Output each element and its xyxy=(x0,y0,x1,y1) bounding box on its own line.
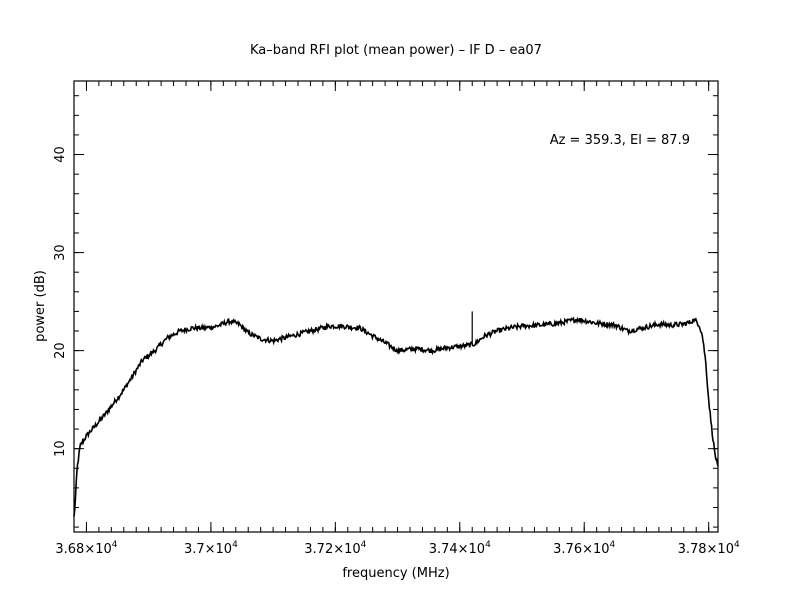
x-tick-label: 3.7×104 xyxy=(184,540,238,557)
x-axis-label: frequency (MHz) xyxy=(342,566,449,581)
x-tick-mantissa: 3.68×10 xyxy=(55,542,111,557)
x-tick-exponent: 4 xyxy=(610,540,616,550)
x-tick-mantissa: 3.78×10 xyxy=(678,542,734,557)
y-tick-label: 40 xyxy=(53,146,68,163)
x-tick-exponent: 4 xyxy=(734,540,740,550)
x-tick-exponent: 4 xyxy=(232,540,238,550)
x-tick-label: 3.72×104 xyxy=(304,540,366,557)
y-tick-label: 30 xyxy=(53,244,68,261)
x-tick-exponent: 4 xyxy=(485,540,491,550)
x-tick-exponent: 4 xyxy=(361,540,367,550)
x-tick-label: 3.76×104 xyxy=(553,540,615,557)
y-axis-label: power (dB) xyxy=(33,270,48,342)
x-tick-label: 3.74×104 xyxy=(429,540,491,557)
x-tick-label: 3.78×104 xyxy=(678,540,740,557)
x-tick-mantissa: 3.72×10 xyxy=(304,542,360,557)
plot-frame xyxy=(73,80,719,533)
x-tick-mantissa: 3.76×10 xyxy=(553,542,609,557)
y-tick-label: 20 xyxy=(53,342,68,359)
axis-tick-labels: 3.68×104 3.7×104 3.72×104 3.74×104 3.76×104 3… xyxy=(53,146,740,557)
chart-title: Ka–band RFI plot (mean power) – IF D – e… xyxy=(250,43,542,58)
x-tick-mantissa: 3.74×10 xyxy=(429,542,485,557)
x-tick-exponent: 4 xyxy=(112,540,118,550)
az-el-annotation: Az = 359.3, El = 87.9 xyxy=(550,133,690,148)
x-tick-mantissa: 3.7×10 xyxy=(184,542,232,557)
axis-ticks xyxy=(73,81,718,532)
plot-axes xyxy=(73,80,719,533)
x-tick-label: 3.68×104 xyxy=(55,540,117,557)
y-tick-label: 10 xyxy=(53,440,68,457)
series-line-power xyxy=(73,316,719,517)
